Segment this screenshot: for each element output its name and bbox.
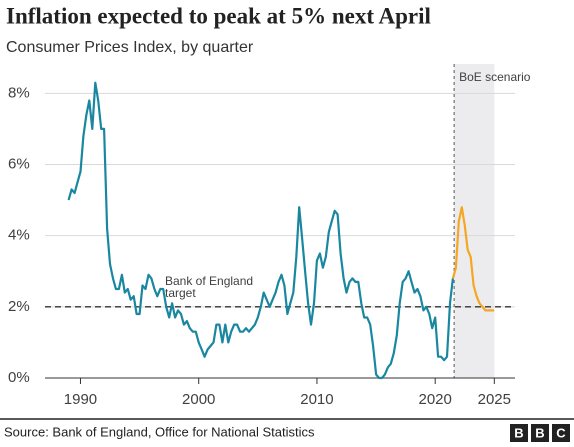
target-label: Bank of England (165, 274, 253, 288)
logo-box (531, 424, 549, 442)
logo-letter: B (535, 425, 544, 440)
target-label: target (165, 286, 196, 300)
x-tick-label: 2020 (419, 391, 452, 408)
y-tick-label: 2% (8, 298, 30, 315)
y-tick-label: 8% (8, 84, 30, 101)
scenario-region (454, 64, 495, 378)
y-tick-label: 0% (8, 369, 30, 386)
chart-subtitle: Consumer Prices Index, by quarter (6, 39, 254, 56)
x-tick-label: 2000 (182, 391, 215, 408)
chart-title: Inflation expected to peak at 5% next Ap… (6, 3, 431, 28)
series-line (67, 81, 454, 380)
logo-letter: C (556, 425, 566, 440)
x-tick-label: 1990 (64, 391, 97, 408)
y-tick-label: 4% (8, 227, 30, 244)
series-line (451, 206, 495, 312)
scenario-label: BoE scenario (459, 70, 531, 84)
logo-letter: B (514, 425, 523, 440)
logo-box (510, 424, 528, 442)
x-tick-label: 2010 (300, 391, 333, 408)
logo-box (552, 424, 570, 442)
x-tick-label: 2025 (478, 391, 511, 408)
source: Source: Bank of England, Office for Nati… (4, 424, 315, 439)
y-tick-label: 6% (8, 155, 30, 172)
